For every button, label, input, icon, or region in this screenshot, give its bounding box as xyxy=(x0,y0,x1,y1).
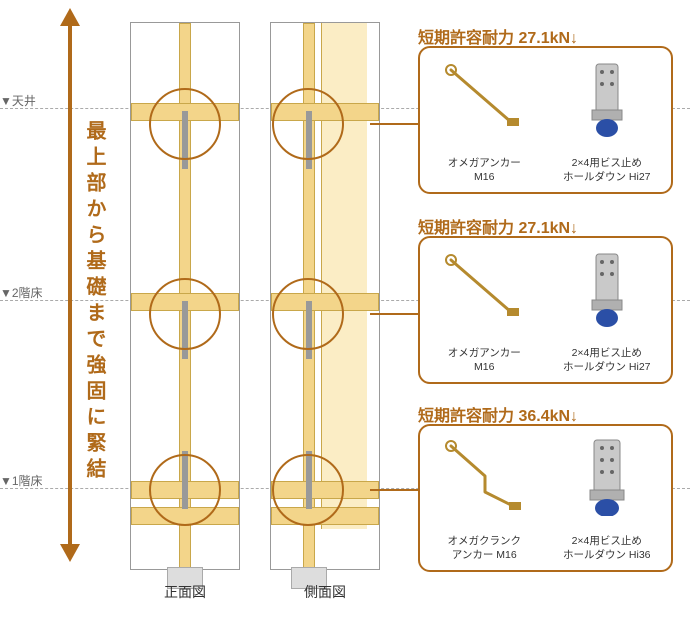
card1-anchor: オメガアンカーM16 xyxy=(432,248,537,374)
card2-anchor: オメガクランクアンカー M16 xyxy=(432,436,537,562)
floor-label-2f: ▼2階床 xyxy=(0,284,43,301)
holddown-icon xyxy=(562,436,652,516)
connector-1 xyxy=(370,313,418,315)
card0-anchor: オメガアンカーM16 xyxy=(432,58,537,184)
elevation-front xyxy=(130,22,240,570)
card1-bracket: 2×4用ビス止めホールダウン Hi27 xyxy=(555,248,660,374)
side-plate-0 xyxy=(271,103,379,121)
front-hw-0 xyxy=(182,111,188,169)
floor-label-1f: ▼1階床 xyxy=(0,472,43,489)
vertical-extent-text: 最上部から基礎まで強固に緊結 xyxy=(80,120,109,484)
card-title-0: 短期許容耐力 27.1kN↓ xyxy=(418,24,578,48)
crank-anchor-icon xyxy=(439,436,529,516)
side-wall xyxy=(321,23,367,529)
holddown-icon xyxy=(562,248,652,328)
elevation-front-caption: 正面図 xyxy=(130,582,240,602)
elevation-side xyxy=(270,22,380,570)
card1-anchor-caption: オメガアンカーM16 xyxy=(448,346,521,374)
elevation-side-caption: 側面図 xyxy=(270,582,380,602)
anchor-icon xyxy=(439,248,529,328)
connector-2 xyxy=(370,489,418,491)
diagram-root: ▼天井 ▼2階床 ▼1階床 最上部から基礎まで強固に緊結 正面図 側面図 xyxy=(0,0,690,635)
front-plate-3 xyxy=(131,507,239,525)
card0-bracket: 2×4用ビス止めホールダウン Hi27 xyxy=(555,58,660,184)
card-title-1: 短期許容耐力 27.1kN↓ xyxy=(418,214,578,238)
card2-bracket-caption: 2×4用ビス止めホールダウン Hi36 xyxy=(563,534,651,562)
holddown-icon xyxy=(562,58,652,138)
side-plate-1 xyxy=(271,293,379,311)
front-hw-2 xyxy=(182,451,188,509)
floor-label-ceiling: ▼天井 xyxy=(0,92,36,109)
card1-bracket-caption: 2×4用ビス止めホールダウン Hi27 xyxy=(563,346,651,374)
card0-bracket-caption: 2×4用ビス止めホールダウン Hi27 xyxy=(563,156,651,184)
card-title-2: 短期許容耐力 36.4kN↓ xyxy=(418,402,578,426)
card2-bracket: 2×4用ビス止めホールダウン Hi36 xyxy=(555,436,660,562)
side-hw-2 xyxy=(306,451,312,509)
side-plate-2 xyxy=(271,481,379,499)
card0-anchor-caption: オメガアンカーM16 xyxy=(448,156,521,184)
connector-0 xyxy=(370,123,418,125)
callout-card-1: オメガアンカーM16 2×4用ビス止めホールダウン Hi27 xyxy=(418,236,673,384)
callout-card-2: オメガクランクアンカー M16 2×4用ビス止めホールダウン Hi36 xyxy=(418,424,673,572)
side-plate-3 xyxy=(271,507,379,525)
card2-anchor-caption: オメガクランクアンカー M16 xyxy=(448,534,522,562)
vertical-extent-arrow xyxy=(68,20,72,550)
anchor-icon xyxy=(439,58,529,138)
side-hw-0 xyxy=(306,111,312,169)
callout-card-0: オメガアンカーM16 2×4用ビス止めホールダウン Hi27 xyxy=(418,46,673,194)
front-hw-1 xyxy=(182,301,188,359)
side-hw-1 xyxy=(306,301,312,359)
